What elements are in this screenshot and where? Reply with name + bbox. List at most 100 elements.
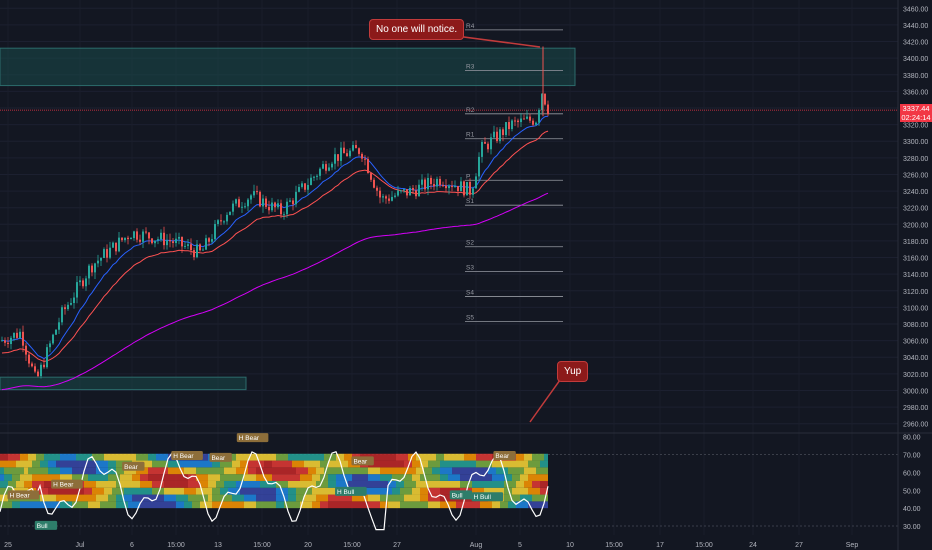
oscillator-heat-cell (524, 474, 528, 481)
oscillator-heat-cell (112, 494, 116, 502)
time-axis[interactable]: 25 Jul 6 15:00 13 15:00 20 15:00 27 Aug 5 10 15:00 17… (4, 542, 858, 549)
oscillator-heat-cell (508, 494, 512, 502)
oscillator-heat-cell (520, 487, 524, 495)
oscillator-heat-cell (464, 460, 468, 468)
oscillator-heat-cell (448, 480, 452, 488)
oscillator-heat-cell (220, 494, 224, 502)
oscillator-heat-cell (260, 487, 264, 495)
oscillator-heat-cell (448, 460, 452, 468)
candle-body (310, 177, 312, 185)
oscillator-heat-cell (372, 487, 376, 495)
candle-body (436, 178, 438, 187)
candles (1, 46, 549, 379)
oscillator-heat-cell (296, 501, 300, 509)
pivot-label-s4: S4 (466, 290, 474, 297)
candle-body (235, 199, 237, 204)
oscillator-heat-cell (436, 460, 440, 468)
oscillator-heat-cell (312, 501, 316, 509)
oscillator-heat-cell (316, 467, 320, 475)
annotation-no-one-will-notice[interactable]: No one will notice. (369, 19, 465, 40)
oscillator-heat-cell (116, 487, 120, 495)
candle-body (478, 156, 480, 177)
oscillator-heat-cell (476, 460, 480, 468)
oscillator-heat-cell (452, 474, 456, 481)
oscillator-heat-cell (476, 501, 480, 509)
oscillator-heat-cell (76, 460, 80, 468)
oscillator-heat-cell (44, 501, 48, 509)
oscillator-heat-cell (312, 494, 316, 502)
annotation-yup[interactable]: Yup (557, 361, 589, 382)
oscillator-heat-cell (456, 501, 460, 509)
candle-body (463, 181, 465, 196)
oscillator-heat-cell (408, 501, 412, 509)
price-tick-label: 3100.00 (903, 305, 928, 312)
oscillator-heat-cell (520, 494, 524, 502)
oscillator-heat-cell (416, 501, 420, 509)
candle-body (313, 176, 315, 178)
oscillator-heat-cell (136, 453, 140, 461)
oscillator-heat-cell (144, 467, 148, 475)
oscillator-heat-cell (260, 460, 264, 468)
oscillator-heat-cell (440, 460, 444, 468)
oscillator-heat-cell (192, 460, 196, 468)
divergence-label-box (51, 479, 83, 489)
oscillator-heat-cell (120, 501, 124, 509)
candle-body (259, 191, 261, 207)
oscillator-heat-cell (48, 494, 52, 502)
oscillator-heat-cell (72, 460, 76, 468)
candle-body (13, 332, 15, 338)
oscillator-heat-cell (104, 501, 108, 509)
oscillator-heat-cell (192, 467, 196, 475)
price-tick-label: 3000.00 (903, 388, 928, 395)
oscillator-heat-cell (348, 453, 352, 461)
oscillator-heat-cell (412, 453, 416, 461)
oscillator-heat-cell (336, 501, 340, 509)
oscillator-heat-cell (60, 453, 64, 461)
oscillator-heat-cell (264, 487, 268, 495)
price-tick-label: 3180.00 (903, 239, 928, 246)
candle-body (457, 185, 459, 192)
oscillator-heat-cell (316, 494, 320, 502)
oscillator-heat-cell (108, 494, 112, 502)
oscillator-heat-cell (116, 501, 120, 509)
price-tick-label: 3060.00 (903, 339, 928, 346)
oscillator-heat-cell (504, 467, 508, 475)
oscillator-heat-cell (136, 474, 140, 481)
oscillator-heat-cell (244, 494, 248, 502)
oscillator-tick-label: 80.00 (903, 435, 921, 442)
oscillator-heat-cell (336, 460, 340, 468)
oscillator-heat-cell (76, 453, 80, 461)
oscillator-heat-cell (232, 467, 236, 475)
oscillator-heat-cell (392, 453, 396, 461)
oscillator-heat-cell (348, 474, 352, 481)
oscillator-heat-cell (212, 487, 216, 495)
oscillator-heat-cell (220, 487, 224, 495)
divergence-label-box (449, 490, 473, 500)
oscillator-heat-cell (348, 501, 352, 509)
oscillator-heat-cell (136, 480, 140, 488)
candle-body (112, 242, 114, 248)
oscillator-heat-cell (248, 467, 252, 475)
oscillator-heat-cell (344, 467, 348, 475)
divergence-label-box (7, 490, 40, 500)
candle-body (163, 232, 165, 246)
pivot-label-r3: R3 (466, 64, 475, 71)
oscillator-heat-cell (184, 494, 188, 502)
oscillator-heat-cell (444, 467, 448, 475)
candle-body (472, 188, 474, 195)
price-tick-label: 3040.00 (903, 355, 928, 362)
oscillator-heat-cell (164, 487, 168, 495)
oscillator-heat-cell (96, 487, 100, 495)
oscillator-heat-cell (28, 480, 32, 488)
oscillator-heat-cell (88, 487, 92, 495)
oscillator-heat-cell (272, 474, 276, 481)
oscillator-heat-cell (72, 487, 76, 495)
candle-body (376, 187, 378, 191)
candle-body (55, 329, 57, 335)
candle-body (184, 245, 186, 247)
oscillator-heat-cell (288, 453, 292, 461)
oscillator-heat-cell (332, 480, 336, 488)
oscillator-heat-cell (0, 480, 4, 488)
oscillator-heat-cell (512, 460, 516, 468)
